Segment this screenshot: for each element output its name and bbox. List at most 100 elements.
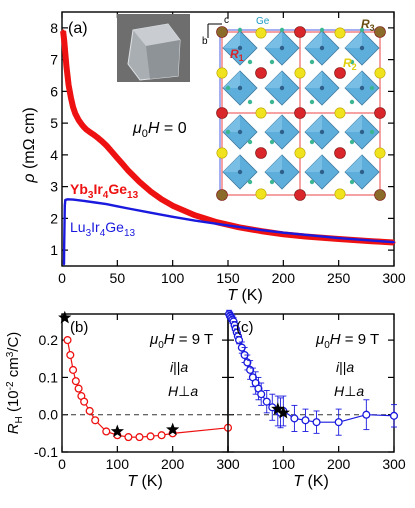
ge-atom: [269, 59, 275, 65]
data-point: [66, 74, 70, 77]
r1-atom: [216, 189, 228, 201]
data-point: [290, 414, 299, 423]
x-tick-label: 100: [106, 456, 130, 472]
data-point: [227, 224, 229, 227]
data-point: [110, 150, 114, 154]
y-tick-label: 4: [50, 147, 58, 163]
ge-atom: [309, 179, 315, 185]
data-point: [72, 198, 75, 201]
r1-atom: [294, 189, 306, 201]
data-point: [84, 127, 88, 131]
r1-atom: [255, 67, 267, 79]
ge-atom: [369, 85, 375, 91]
data-point: [64, 198, 67, 201]
r1-atom: [216, 26, 228, 38]
ge-atom: [349, 99, 355, 105]
data-point: [301, 416, 310, 425]
panel-label: (c): [236, 319, 254, 336]
current-direction: i||a: [336, 359, 354, 375]
x-tick-label: 0: [58, 270, 66, 286]
r1-atom: [294, 26, 306, 38]
y-tick-label: 8: [50, 20, 58, 36]
star-marker: [276, 405, 290, 419]
data-point: [146, 432, 155, 441]
r1-atom: [374, 107, 386, 119]
ge-atom: [225, 129, 231, 135]
axis-c-label: c: [224, 15, 229, 26]
ge-atom: [247, 59, 253, 65]
r2-atom: [374, 147, 386, 159]
octahedron-face: [305, 155, 322, 172]
panel-label: (a): [68, 20, 88, 37]
r2-atom: [255, 107, 267, 119]
r2-atom: [334, 107, 346, 119]
data-point: [64, 64, 68, 68]
octahedron-face: [223, 155, 240, 172]
data-point: [66, 350, 75, 360]
data-point: [69, 365, 78, 374]
y-tick-label: 3: [50, 179, 58, 195]
data-point: [94, 201, 97, 204]
ir-atom: [237, 85, 243, 91]
x-tick-label: 0: [224, 456, 232, 472]
x-tick-label: 300: [216, 456, 240, 472]
ir-atom: [279, 129, 285, 135]
y-tick-label: 1: [50, 242, 58, 258]
data-point: [149, 189, 153, 193]
field-annotation: μ0H = 9 T: [149, 331, 213, 351]
ir-atom: [319, 129, 325, 135]
star-marker: [166, 422, 180, 436]
ir-atom: [279, 169, 285, 175]
data-point: [80, 123, 84, 127]
y-tick-label: 0.1: [39, 369, 59, 385]
octahedron-face: [223, 115, 240, 132]
data-point: [127, 207, 130, 210]
crystal-face-top: [133, 24, 180, 46]
r1-label: R1: [230, 47, 244, 63]
crystal-structure-inset: c b Ge R1 R2 R3: [202, 15, 386, 201]
x-axis-label: T (K): [293, 473, 329, 490]
ge-atom: [269, 99, 275, 105]
data-point: [337, 237, 340, 240]
data-point: [102, 427, 111, 436]
ge-atom: [349, 179, 355, 185]
r2-atom: [255, 27, 267, 39]
panel-label: (b): [70, 319, 88, 336]
data-point: [83, 199, 86, 202]
ge-atom: [309, 139, 315, 145]
octahedron-face: [305, 71, 322, 88]
current-direction: i||a: [170, 359, 188, 375]
ge-atom: [349, 139, 355, 145]
x-axis-label: T (K): [127, 473, 163, 490]
data-point: [121, 162, 125, 166]
octahedron-face: [345, 71, 362, 88]
y-tick-label: 0.0: [39, 407, 59, 423]
x-tick-label: 300: [382, 456, 406, 472]
octahedron-face: [345, 155, 362, 172]
data-point: [160, 197, 164, 201]
axis-b-label: b: [202, 36, 208, 47]
legend-lu3ir4ge13: Lu3Ir4Ge13: [70, 219, 136, 239]
ir-atom: [319, 85, 325, 91]
data-point: [282, 231, 285, 234]
data-point: [193, 213, 197, 217]
r1-atom: [294, 107, 306, 119]
data-point: [135, 433, 144, 442]
ge-label: Ge: [256, 16, 270, 27]
ge-atom: [309, 99, 315, 105]
data-point: [91, 132, 95, 136]
data-point: [124, 433, 133, 442]
ir-atom: [279, 85, 285, 91]
data-point: [63, 242, 66, 245]
series-line: [66, 339, 229, 438]
data-point: [71, 105, 75, 109]
data-point: [137, 180, 141, 184]
data-point: [100, 139, 104, 143]
y-tick-label: 2: [50, 210, 58, 226]
data-point: [73, 112, 77, 116]
data-point: [97, 136, 101, 140]
star-marker: [271, 402, 285, 415]
data-point: [77, 118, 81, 122]
r1-atom: [334, 147, 346, 159]
